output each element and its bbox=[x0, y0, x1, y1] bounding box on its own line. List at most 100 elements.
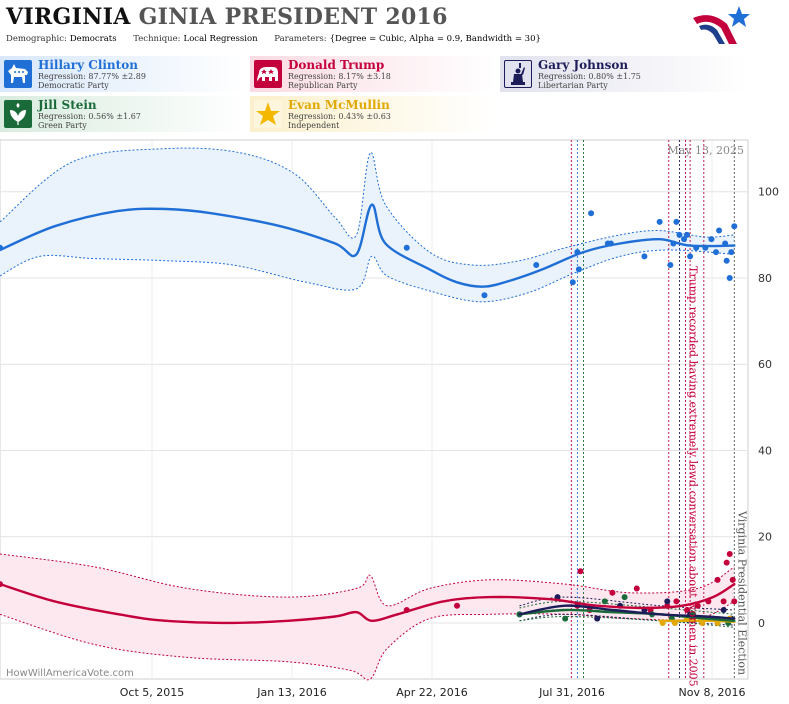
poll-point-1 bbox=[714, 576, 721, 583]
page-title: VIRGINIA GINIA PRESIDENT 2016 bbox=[6, 4, 448, 30]
poll-point-2 bbox=[594, 615, 601, 622]
candidate-name: Evan McMullin bbox=[288, 98, 390, 112]
poll-point-0 bbox=[716, 227, 723, 234]
trend-line-0 bbox=[0, 203, 736, 288]
state-name: VIRGINIA bbox=[6, 4, 131, 30]
lower-bound-0 bbox=[0, 249, 735, 303]
y-tick-label: 80 bbox=[758, 272, 772, 285]
poll-point-0 bbox=[656, 218, 663, 225]
candidate-name: Donald Trump bbox=[288, 58, 385, 72]
poll-point-1 bbox=[731, 598, 738, 605]
technique-value: Local Regression bbox=[183, 34, 258, 44]
demographic-value: Democrats bbox=[69, 34, 117, 44]
y-tick-label: 60 bbox=[758, 358, 772, 371]
poll-point-1 bbox=[673, 598, 680, 605]
poll-point-1 bbox=[723, 559, 730, 566]
poll-point-0 bbox=[728, 249, 735, 256]
header: VIRGINIA GINIA PRESIDENT 2016 Demographi… bbox=[0, 0, 789, 52]
poll-point-3 bbox=[562, 615, 569, 622]
site-logo-icon[interactable] bbox=[691, 4, 751, 48]
leaf-icon bbox=[4, 100, 32, 128]
candidate-party: Democratic Party bbox=[38, 81, 109, 90]
trend-line-1 bbox=[0, 582, 736, 625]
upper-bound-3 bbox=[519, 600, 735, 615]
poll-point-1 bbox=[577, 568, 584, 575]
candidate-party: Libertarian Party bbox=[538, 81, 608, 90]
annotation-text: Virginia Presidential Election bbox=[735, 510, 748, 675]
parameters-value: {Degree = Cubic, Alpha = 0.9, Bandwidth … bbox=[329, 34, 541, 44]
star-icon bbox=[254, 100, 282, 128]
candidate-name: Hillary Clinton bbox=[38, 58, 138, 72]
poll-point-1 bbox=[729, 576, 736, 583]
lower-bound-1 bbox=[0, 600, 735, 681]
candidate-party: Green Party bbox=[38, 121, 87, 130]
x-tick-label: Oct 5, 2015 bbox=[120, 686, 185, 699]
legend-clinton[interactable]: Hillary Clinton Regression: 87.77% ±2.89… bbox=[0, 56, 246, 92]
annotation-text: Trump recorded having extremely lewd con… bbox=[687, 266, 700, 687]
candidate-regression: Regression: 0.43% ±0.63 bbox=[288, 112, 391, 121]
parameters-label: Parameters: bbox=[274, 34, 327, 44]
candidate-regression: Regression: 0.56% ±1.67 bbox=[38, 112, 141, 121]
poll-point-0 bbox=[673, 218, 680, 225]
x-tick-label: Jan 13, 2016 bbox=[256, 686, 326, 699]
parameters-line: Demographic: Democrats Technique: Local Re… bbox=[6, 34, 555, 44]
poll-point-0 bbox=[723, 257, 730, 264]
candidate-name: Gary Johnson bbox=[538, 58, 629, 72]
poll-point-3 bbox=[601, 598, 608, 605]
poll-point-0 bbox=[403, 244, 410, 251]
y-tick-label: 20 bbox=[758, 531, 772, 544]
candidate-party: Independent bbox=[288, 121, 340, 130]
poll-point-2 bbox=[664, 598, 671, 605]
site-credit: HowWillAmericaVote.com bbox=[6, 668, 134, 679]
legend-johnson[interactable]: Gary Johnson Regression: 0.80% ±1.75 Lib… bbox=[500, 56, 746, 92]
poll-point-0 bbox=[726, 274, 733, 281]
donkey-icon bbox=[4, 60, 32, 88]
poll-point-0 bbox=[569, 279, 576, 286]
poll-point-0 bbox=[481, 292, 488, 299]
poll-point-0 bbox=[667, 262, 674, 269]
poll-point-0 bbox=[684, 231, 691, 238]
candidate-name: Jill Stein bbox=[38, 98, 97, 112]
poll-point-0 bbox=[641, 253, 648, 260]
poll-point-1 bbox=[684, 607, 691, 614]
demographic-label: Demographic: bbox=[6, 34, 67, 44]
y-tick-label: 100 bbox=[758, 186, 779, 199]
poll-point-0 bbox=[681, 236, 688, 243]
legend-trump[interactable]: Donald Trump Regression: 8.17% ±3.18 Rep… bbox=[250, 56, 496, 92]
elephant-icon bbox=[254, 60, 282, 88]
x-tick-label: Apr 22, 2016 bbox=[396, 686, 468, 699]
candidate-regression: Regression: 0.80% ±1.75 bbox=[538, 72, 641, 81]
candidate-regression: Regression: 8.17% ±3.18 bbox=[288, 72, 391, 81]
poll-point-1 bbox=[633, 585, 640, 592]
x-tick-label: Jul 31, 2016 bbox=[538, 686, 605, 699]
poll-point-1 bbox=[720, 598, 727, 605]
y-tick-label: 40 bbox=[758, 444, 772, 457]
x-tick-label: Nov 8, 2016 bbox=[679, 686, 746, 699]
poll-point-2 bbox=[554, 594, 561, 601]
candidate-party: Republican Party bbox=[288, 81, 358, 90]
trend-line-2 bbox=[518, 604, 736, 620]
liberty-icon bbox=[504, 60, 532, 88]
technique-label: Technique: bbox=[133, 34, 181, 44]
y-tick-label: 0 bbox=[758, 617, 765, 630]
poll-point-1 bbox=[726, 550, 733, 557]
upper-bound-2 bbox=[519, 596, 735, 611]
confidence-band-0 bbox=[0, 148, 735, 302]
legend-stein[interactable]: Jill Stein Regression: 0.56% ±1.67 Green… bbox=[0, 96, 246, 132]
legend-mcmullin[interactable]: Evan McMullin Regression: 0.43% ±0.63 In… bbox=[250, 96, 496, 132]
candidate-regression: Regression: 87.77% ±2.89 bbox=[38, 72, 146, 81]
poll-point-0 bbox=[708, 236, 715, 243]
poll-point-0 bbox=[533, 262, 540, 269]
poll-point-0 bbox=[713, 249, 720, 256]
poll-point-2 bbox=[720, 607, 727, 614]
poll-point-0 bbox=[676, 231, 683, 238]
poll-point-3 bbox=[621, 594, 628, 601]
poll-point-0 bbox=[588, 210, 595, 217]
poll-point-1 bbox=[694, 602, 701, 609]
poll-point-1 bbox=[454, 602, 461, 609]
poll-point-0 bbox=[731, 223, 738, 230]
upper-bound-0 bbox=[0, 147, 735, 266]
polling-chart[interactable]: 0 20 40 60 80 100 Oct 5, 2015 Jan 13, 2016 Apr 2… bbox=[0, 138, 789, 704]
poll-point-0 bbox=[687, 253, 694, 260]
race-name: GINIA PRESIDENT 2016 bbox=[138, 4, 448, 30]
